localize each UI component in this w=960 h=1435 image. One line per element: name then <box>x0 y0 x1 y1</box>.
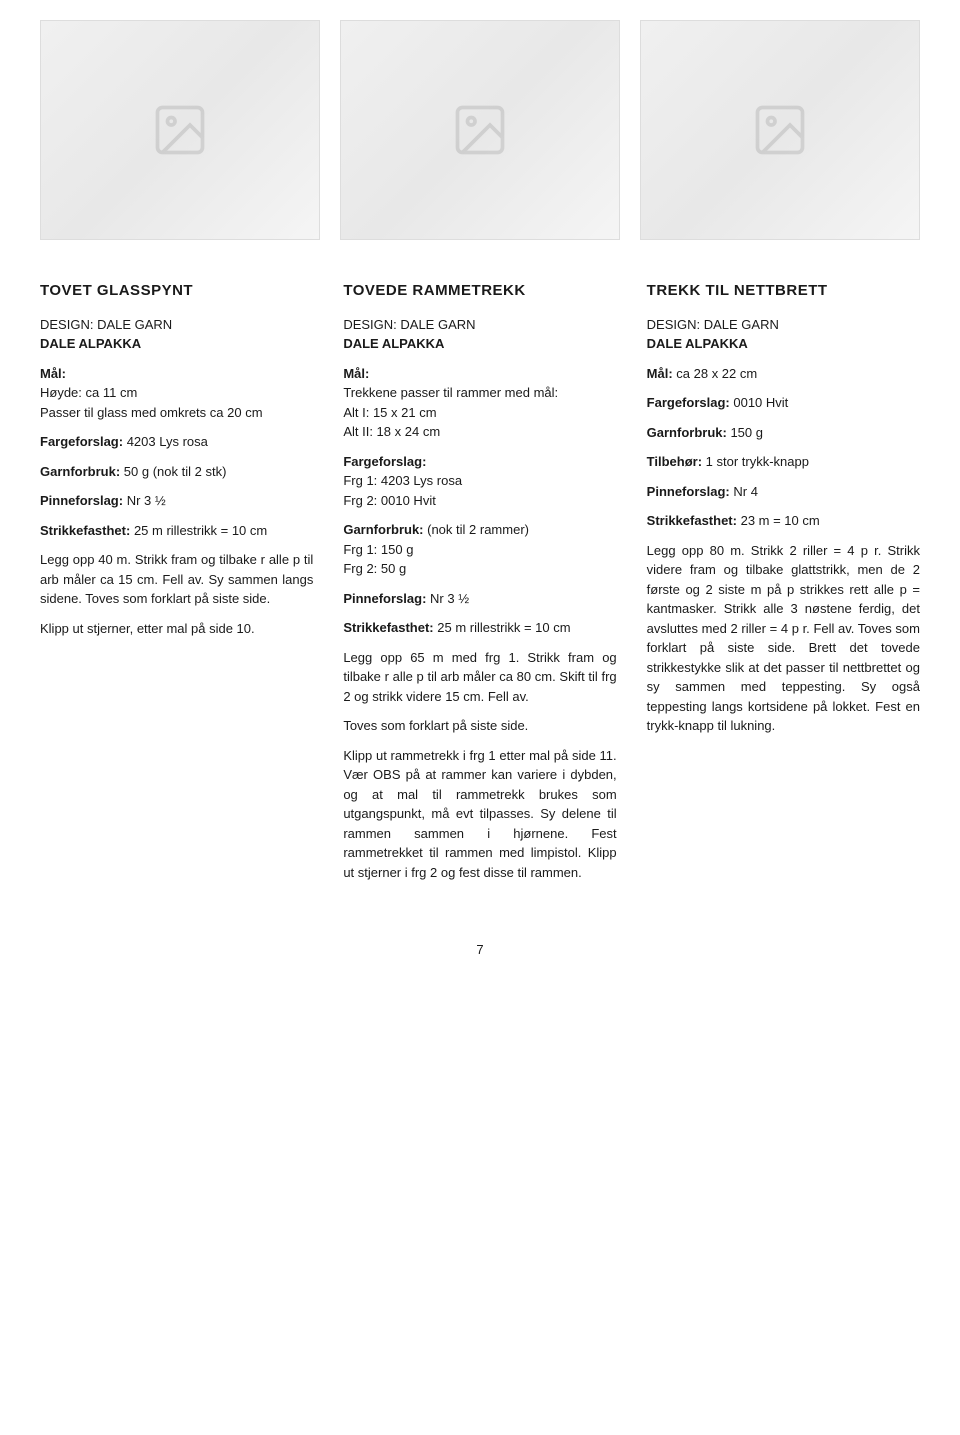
image-icon <box>450 100 510 160</box>
col2-title: TOVEDE RAMMETREKK <box>343 280 616 303</box>
col3-tilbehor: Tilbehør: 1 stor trykk-knapp <box>647 452 920 472</box>
col1-mal: Mål: Høyde: ca 11 cm Passer til glass me… <box>40 364 313 423</box>
column-2: TOVEDE RAMMETREKK DESIGN: DALE GARN DALE… <box>343 280 616 892</box>
col1-body2: Klipp ut stjerner, etter mal på side 10. <box>40 619 313 639</box>
col2-body2: Toves som forklart på siste side. <box>343 716 616 736</box>
col3-mal: Mål: ca 28 x 22 cm <box>647 364 920 384</box>
image-row <box>40 20 920 240</box>
col1-garn: Garnforbruk: 50 g (nok til 2 stk) <box>40 462 313 482</box>
page-number: 7 <box>40 942 920 957</box>
col1-farge: Fargeforslag: 4203 Lys rosa <box>40 432 313 452</box>
image-icon <box>750 100 810 160</box>
col1-pinne: Pinneforslag: Nr 3 ½ <box>40 491 313 511</box>
col2-fasthet: Strikkefasthet: 25 m rillestrikk = 10 cm <box>343 618 616 638</box>
column-3: TREKK TIL NETTBRETT DESIGN: DALE GARN DA… <box>647 280 920 892</box>
col3-pinne: Pinneforslag: Nr 4 <box>647 482 920 502</box>
col2-farge: Fargeforslag: Frg 1: 4203 Lys rosa Frg 2… <box>343 452 616 511</box>
product-image-2 <box>340 20 620 240</box>
col3-garn: Garnforbruk: 150 g <box>647 423 920 443</box>
col1-design: DESIGN: DALE GARN DALE ALPAKKA <box>40 315 313 354</box>
col2-body3: Klipp ut rammetrekk i frg 1 etter mal på… <box>343 746 616 883</box>
product-image-1 <box>40 20 320 240</box>
col3-farge: Fargeforslag: 0010 Hvit <box>647 393 920 413</box>
col3-body: Legg opp 80 m. Strikk 2 riller = 4 p r. … <box>647 541 920 736</box>
col1-body: Legg opp 40 m. Strikk fram og tilbake r … <box>40 550 313 609</box>
product-image-3 <box>640 20 920 240</box>
col2-design: DESIGN: DALE GARN DALE ALPAKKA <box>343 315 616 354</box>
column-1: TOVET GLASSPYNT DESIGN: DALE GARN DALE A… <box>40 280 313 892</box>
col3-title: TREKK TIL NETTBRETT <box>647 280 920 303</box>
col2-garn: Garnforbruk: (nok til 2 rammer) Frg 1: 1… <box>343 520 616 579</box>
text-columns: TOVET GLASSPYNT DESIGN: DALE GARN DALE A… <box>40 280 920 892</box>
image-icon <box>150 100 210 160</box>
col2-pinne: Pinneforslag: Nr 3 ½ <box>343 589 616 609</box>
col2-body: Legg opp 65 m med frg 1. Strikk fram og … <box>343 648 616 707</box>
col2-mal: Mål: Trekkene passer til rammer med mål:… <box>343 364 616 442</box>
col3-fasthet: Strikkefasthet: 23 m = 10 cm <box>647 511 920 531</box>
col1-title: TOVET GLASSPYNT <box>40 280 313 303</box>
col3-design: DESIGN: DALE GARN DALE ALPAKKA <box>647 315 920 354</box>
col1-fasthet: Strikkefasthet: 25 m rillestrikk = 10 cm <box>40 521 313 541</box>
